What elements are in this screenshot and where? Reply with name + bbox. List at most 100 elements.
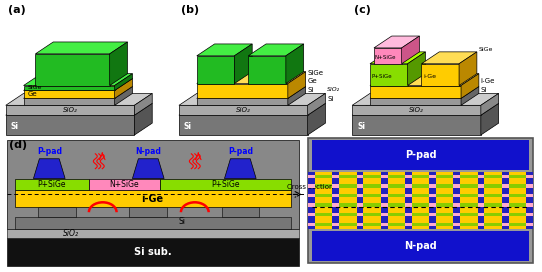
Bar	[526, 222, 533, 226]
Bar	[526, 203, 533, 207]
Bar	[308, 175, 315, 178]
Bar	[130, 207, 167, 217]
Bar	[405, 172, 412, 229]
Bar	[526, 172, 533, 229]
Polygon shape	[23, 79, 132, 91]
Bar	[526, 175, 533, 178]
Text: Si: Si	[357, 122, 365, 131]
Bar	[381, 172, 388, 229]
Text: SiO₂: SiO₂	[236, 107, 250, 113]
Polygon shape	[197, 56, 234, 84]
Text: SiO₂: SiO₂	[63, 229, 79, 238]
Text: i-Ge: i-Ge	[481, 78, 495, 84]
Bar	[502, 172, 508, 229]
Bar	[332, 175, 339, 178]
Bar	[502, 194, 508, 197]
Bar	[478, 222, 485, 226]
Polygon shape	[23, 86, 132, 98]
Polygon shape	[23, 74, 132, 85]
Bar	[332, 172, 339, 229]
Text: Si: Si	[308, 88, 314, 94]
Bar	[38, 207, 76, 217]
Text: P-pad: P-pad	[228, 147, 253, 156]
Text: SiO₂: SiO₂	[327, 88, 340, 92]
Polygon shape	[114, 74, 132, 91]
Bar	[453, 172, 460, 229]
Text: Si: Si	[184, 122, 192, 131]
Text: i-Ge: i-Ge	[423, 74, 436, 79]
Bar	[357, 184, 363, 188]
Bar	[160, 178, 291, 190]
Polygon shape	[248, 56, 286, 84]
Bar	[502, 184, 508, 188]
Text: (b): (b)	[181, 5, 199, 15]
Bar	[7, 238, 299, 266]
Bar	[429, 194, 436, 197]
Bar	[308, 172, 315, 229]
Text: Cross section: Cross section	[287, 184, 333, 190]
Polygon shape	[35, 42, 127, 54]
Bar	[381, 222, 388, 226]
Polygon shape	[308, 94, 325, 115]
Text: Ge: Ge	[28, 91, 37, 97]
Polygon shape	[459, 52, 477, 85]
Bar	[502, 222, 508, 226]
Bar	[429, 222, 436, 226]
Bar	[312, 222, 530, 226]
Text: (c): (c)	[354, 5, 371, 15]
Bar	[478, 184, 485, 188]
Polygon shape	[114, 79, 132, 98]
Text: Si: Si	[481, 88, 487, 94]
Text: Si: Si	[178, 217, 185, 225]
Bar	[312, 175, 530, 178]
Polygon shape	[114, 86, 132, 105]
Bar	[405, 184, 412, 188]
Bar	[308, 194, 315, 197]
Text: i-Ge: i-Ge	[141, 194, 163, 204]
Bar	[308, 203, 315, 207]
Bar	[312, 194, 530, 197]
Bar	[7, 229, 299, 238]
Bar	[308, 184, 315, 188]
Polygon shape	[109, 42, 127, 85]
Bar	[15, 217, 291, 229]
Bar	[405, 213, 412, 216]
Bar	[405, 194, 412, 197]
Bar	[381, 175, 388, 178]
Bar	[89, 178, 160, 190]
Bar	[453, 184, 460, 188]
Bar	[478, 203, 485, 207]
Polygon shape	[461, 74, 479, 98]
Polygon shape	[197, 98, 288, 105]
Bar	[405, 175, 412, 178]
Bar	[478, 213, 485, 216]
Bar	[357, 194, 363, 197]
Bar	[453, 213, 460, 216]
Bar	[478, 175, 485, 178]
Bar	[308, 213, 315, 216]
Bar	[381, 203, 388, 207]
Polygon shape	[370, 52, 425, 64]
Text: (a): (a)	[8, 5, 25, 15]
Polygon shape	[370, 74, 479, 85]
Polygon shape	[288, 86, 306, 105]
Polygon shape	[374, 48, 402, 64]
Polygon shape	[134, 103, 152, 135]
Text: SiGe: SiGe	[28, 85, 42, 91]
Text: P-pad: P-pad	[37, 147, 62, 156]
Polygon shape	[481, 94, 499, 115]
Text: N-pad: N-pad	[136, 147, 161, 156]
Bar	[357, 203, 363, 207]
Polygon shape	[23, 98, 114, 105]
Bar	[405, 203, 412, 207]
Text: SiGe: SiGe	[308, 70, 324, 76]
Bar	[429, 184, 436, 188]
Bar	[453, 222, 460, 226]
Polygon shape	[370, 98, 461, 105]
Bar	[429, 203, 436, 207]
Polygon shape	[179, 115, 308, 135]
Bar	[332, 194, 339, 197]
Bar	[332, 222, 339, 226]
Polygon shape	[35, 54, 109, 85]
Bar	[478, 172, 485, 229]
